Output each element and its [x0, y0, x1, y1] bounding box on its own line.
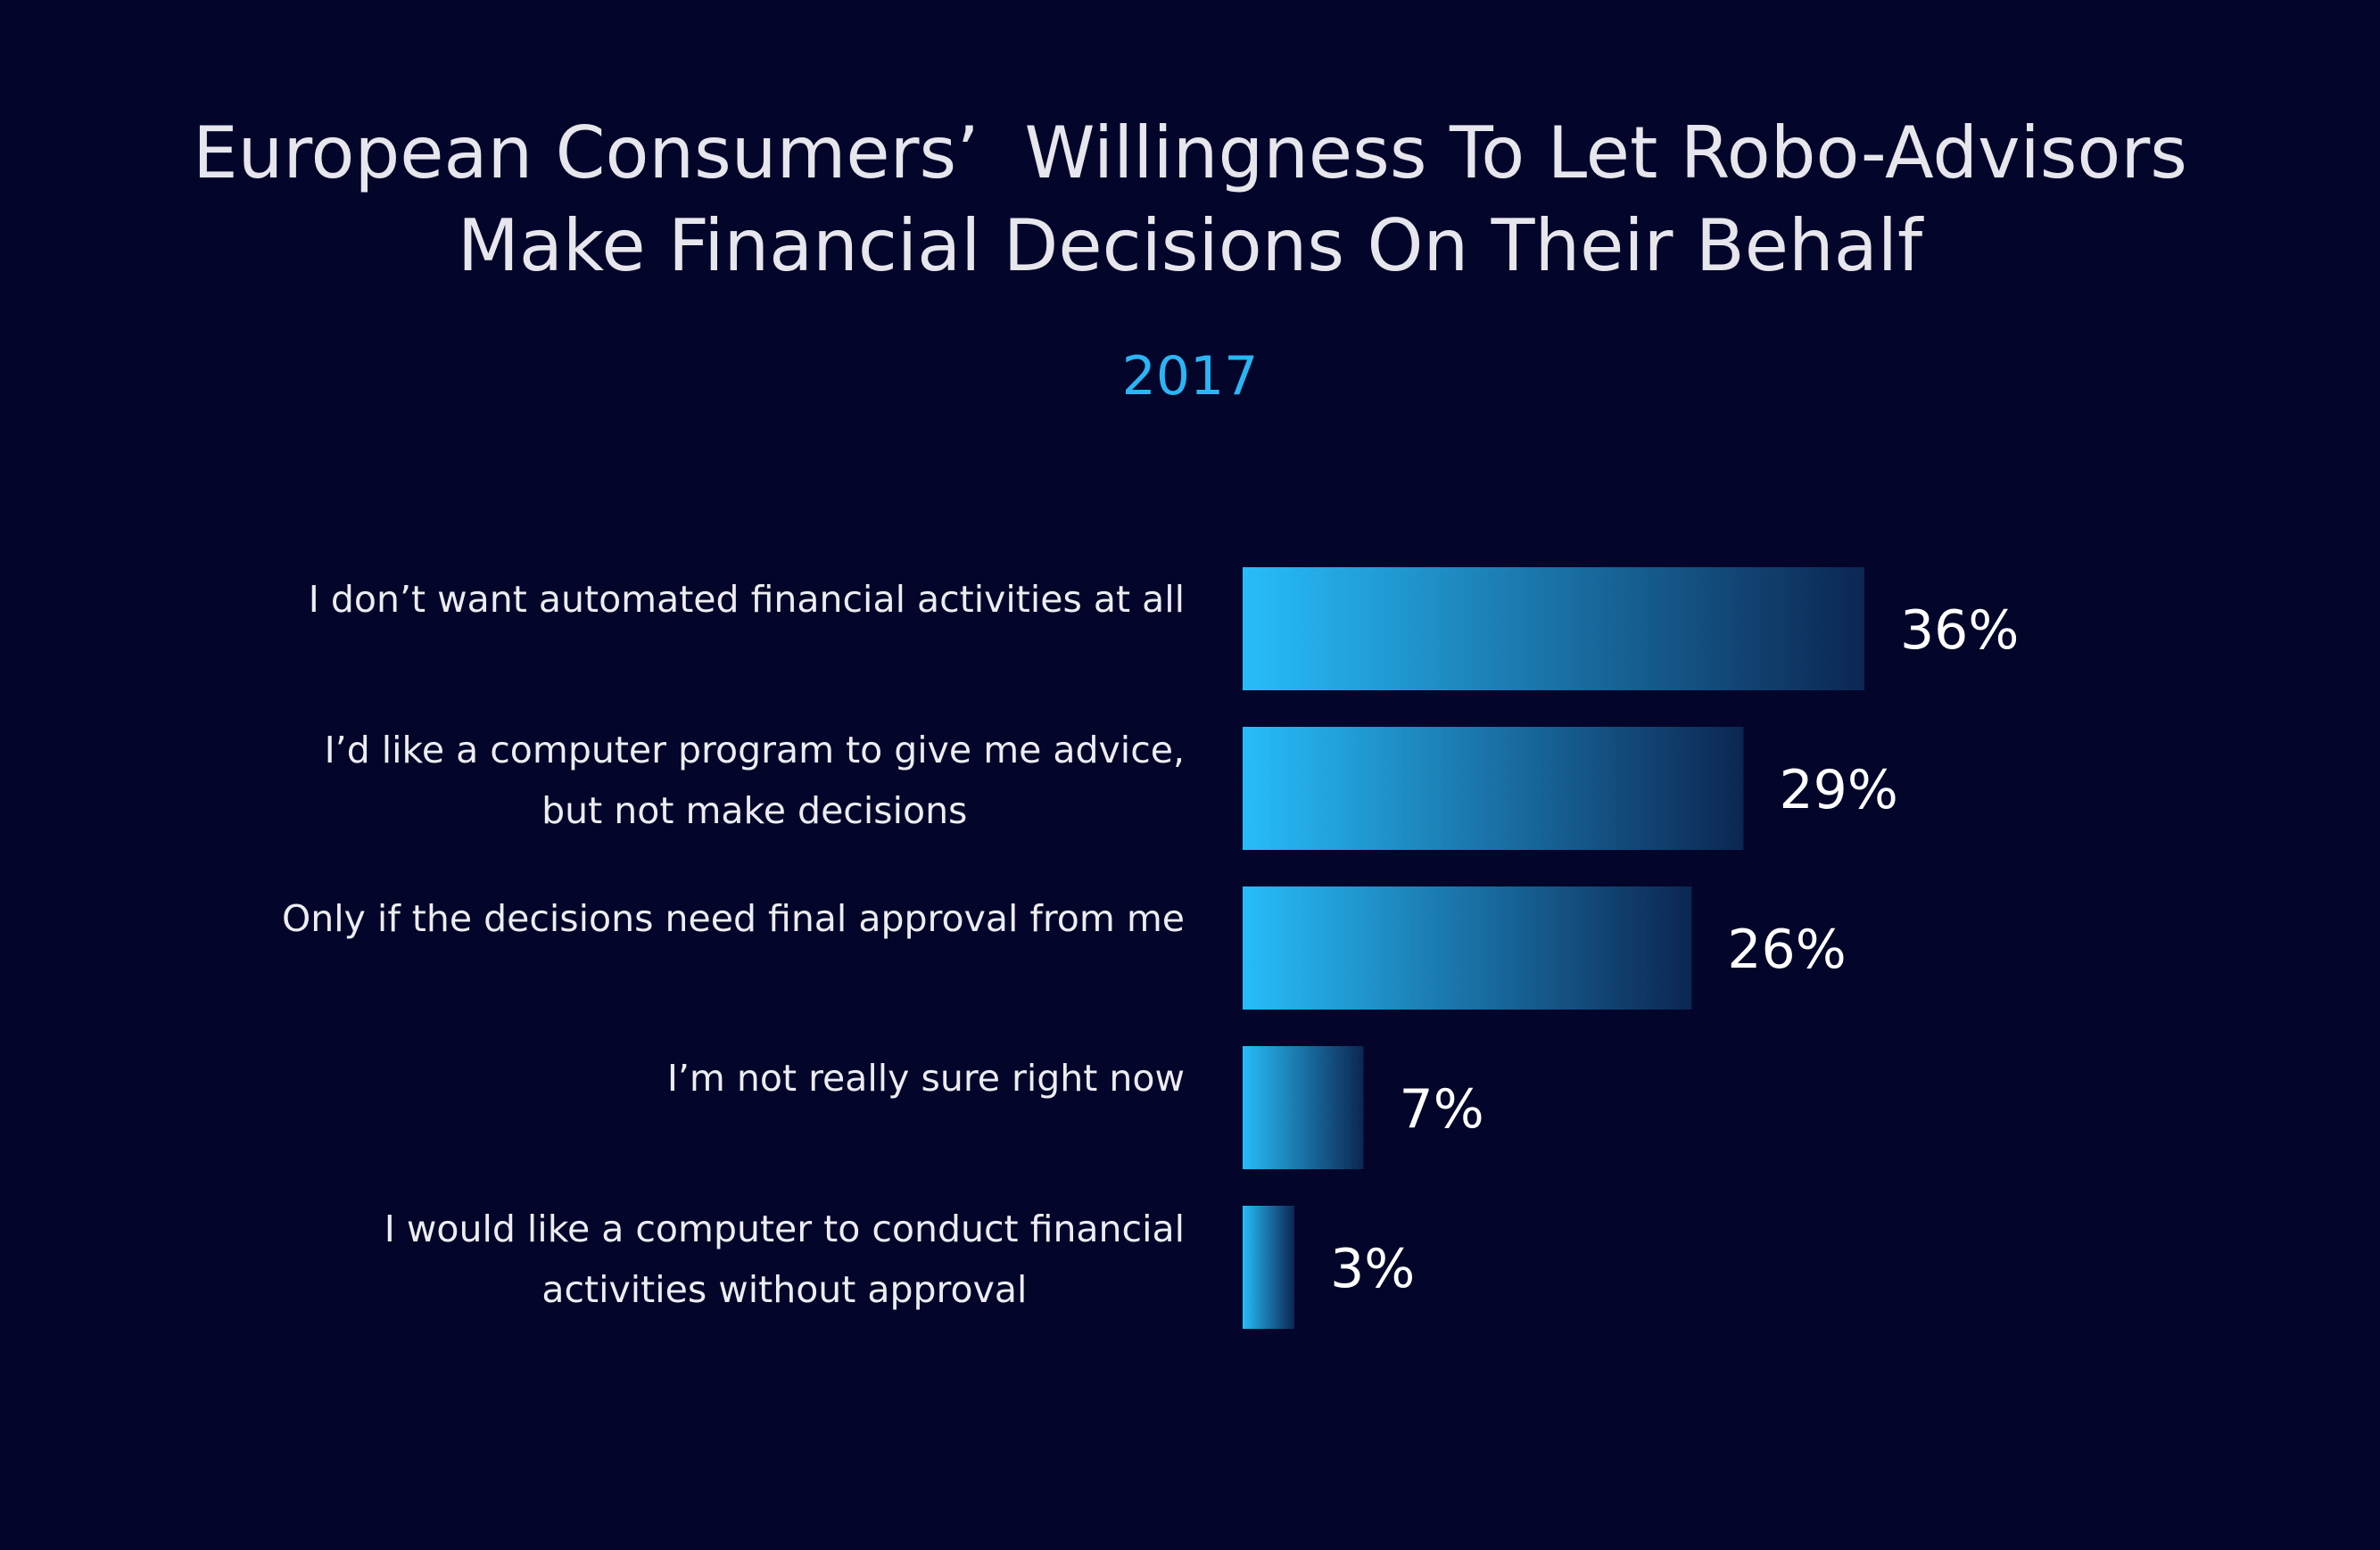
category-label-4-line-0: I would like a computer to conduct finan…	[384, 1208, 1185, 1250]
value-label-4: 3%	[1330, 1238, 1415, 1300]
category-label-4-line-1: activities without approval	[541, 1268, 1027, 1311]
bar-3	[1243, 1046, 1364, 1169]
chart-subtitle-year: 2017	[1121, 345, 1259, 408]
category-label-3: I’m not really sure right now	[667, 1057, 1185, 1100]
category-label-4: I would like a computer to conduct finan…	[384, 1208, 1185, 1311]
category-labels-group: I don’t want automated financial activit…	[282, 578, 1185, 1311]
bar-1	[1243, 727, 1744, 850]
category-label-3-line-0: I’m not really sure right now	[667, 1057, 1185, 1100]
category-label-0-line-0: I don’t want automated financial activit…	[309, 578, 1185, 621]
value-label-0: 36%	[1900, 599, 2019, 662]
category-label-1-line-0: I’d like a computer program to give me a…	[325, 729, 1185, 771]
category-label-2: Only if the decisions need final approva…	[282, 897, 1185, 940]
category-label-1-line-1: but not make decisions	[541, 789, 967, 832]
category-label-2-line-0: Only if the decisions need final approva…	[282, 897, 1185, 940]
chart-title-line-2: Make Financial Decisions On Their Behalf	[457, 204, 1923, 287]
category-label-1: I’d like a computer program to give me a…	[325, 729, 1185, 832]
value-label-1: 29%	[1779, 759, 1897, 821]
bar-2	[1243, 886, 1692, 1010]
value-label-3: 7%	[1400, 1078, 1484, 1141]
bar-4	[1243, 1206, 1295, 1329]
bar-0	[1243, 567, 1864, 690]
bars-group	[1243, 567, 1864, 1329]
chart-title-line-1: European Consumers’ Willingness To Let R…	[193, 111, 2187, 194]
category-label-0: I don’t want automated financial activit…	[309, 578, 1185, 621]
chart-title: European Consumers’ Willingness To Let R…	[0, 107, 2380, 293]
value-labels-group: 36% 29% 26% 7% 3%	[1330, 599, 2019, 1300]
value-label-2: 26%	[1727, 919, 1846, 981]
